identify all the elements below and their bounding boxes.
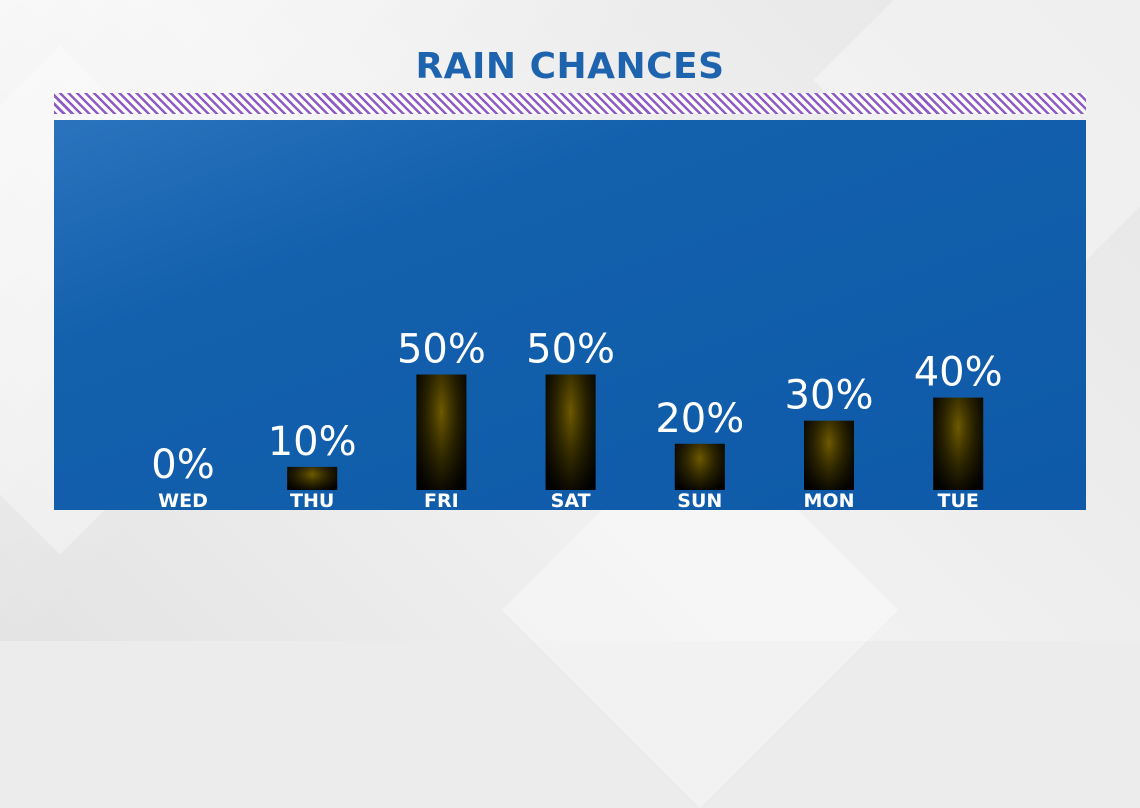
value-label-tue: 40%	[914, 350, 1003, 396]
bars-layer	[287, 374, 984, 490]
bar-shade-mon	[804, 420, 854, 490]
day-label-tue: TUE	[938, 490, 979, 510]
day-label-sun: SUN	[677, 490, 722, 510]
day-label-thu: THU	[290, 490, 334, 510]
bar-shade-tue	[933, 397, 984, 490]
title-divider-stripe	[54, 93, 1086, 114]
value-label-thu: 10%	[268, 419, 357, 465]
value-label-fri: 50%	[397, 327, 486, 373]
chart-panel: 0% WED 10% THU 50% FRI 50% SAT 20% SUN 30% MON 40% TU…	[54, 120, 1086, 510]
day-label-fri: FRI	[424, 490, 459, 510]
bar-shade-sun	[674, 443, 725, 490]
chart-title: RAIN CHANCES	[415, 46, 725, 87]
bar-shade-thu	[287, 466, 338, 490]
value-label-sat: 50%	[526, 327, 615, 373]
bar-shade-fri	[416, 374, 467, 490]
day-label-sat: SAT	[551, 490, 591, 510]
labels-layer: 0%WED 10% THU 50% FRI 50% SAT 20% SUN 30% MON 40% TU…	[151, 327, 1002, 511]
value-label-wed: 0%	[151, 442, 214, 488]
value-label-mon: 30%	[785, 373, 874, 419]
day-label-mon: MON	[804, 490, 855, 510]
value-label-sun: 20%	[655, 396, 744, 442]
bar-shade-sat	[545, 374, 596, 490]
day-label-wed: WED	[158, 490, 208, 510]
rain-chance-chart: 0%WED 10% THU 50% FRI 50% SAT 20% SUN 30% MON 40% TU…	[151, 327, 1002, 511]
